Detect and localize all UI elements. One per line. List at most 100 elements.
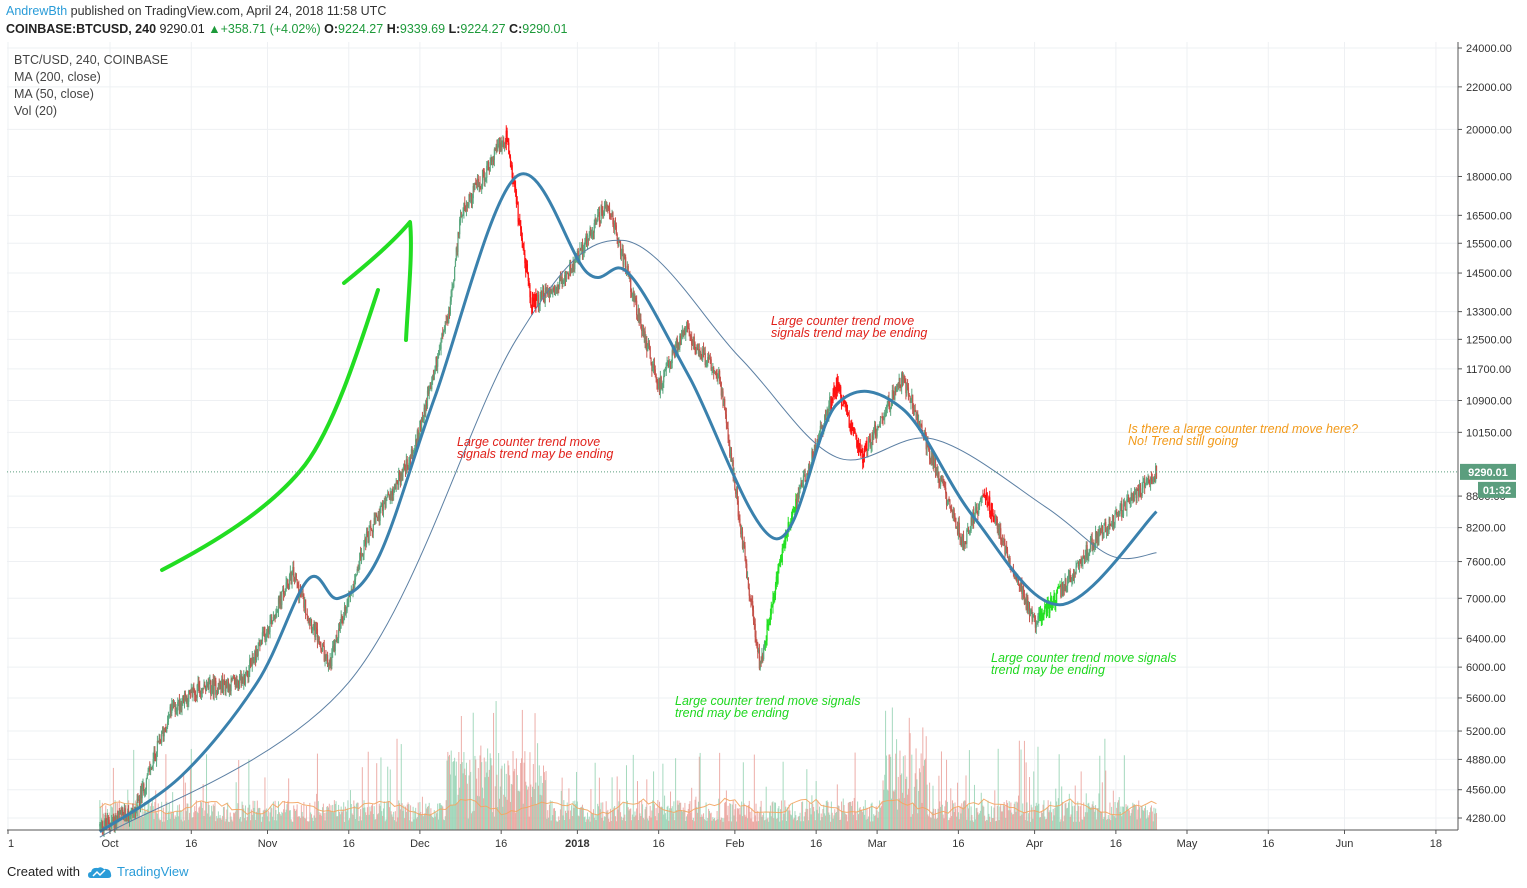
candle-body xyxy=(530,297,532,306)
candle-body xyxy=(313,621,315,625)
legend-ma50[interactable]: MA (50, close) xyxy=(14,87,94,101)
volume-bar xyxy=(358,821,360,830)
volume-bar xyxy=(380,757,382,830)
volume-bar xyxy=(201,807,203,830)
candle-body xyxy=(800,482,802,488)
candle-body xyxy=(1133,492,1136,501)
volume-bar xyxy=(645,806,647,830)
volume-bar xyxy=(1024,819,1026,830)
candle-body xyxy=(105,819,107,824)
candle-body xyxy=(380,505,382,508)
volume-bar xyxy=(381,811,383,830)
volume-bar xyxy=(1114,801,1116,830)
volume-bar xyxy=(304,817,306,830)
volume-bar xyxy=(651,810,653,830)
candle-body xyxy=(215,680,217,695)
volume-bar xyxy=(592,813,594,830)
volume-bar xyxy=(631,820,633,830)
candle-body xyxy=(859,443,861,453)
volume-bar xyxy=(907,788,909,830)
volume-bar xyxy=(324,820,326,830)
candle-body xyxy=(783,541,785,548)
volume-bar xyxy=(923,765,925,830)
candle-body xyxy=(1022,588,1024,594)
author-link[interactable]: AndrewBth xyxy=(6,4,68,18)
candle-body xyxy=(1114,513,1116,525)
candle-body xyxy=(367,532,369,543)
volume-bar xyxy=(600,802,602,830)
volume-bar xyxy=(709,813,711,830)
volume-bar xyxy=(161,821,163,830)
volume-bar xyxy=(642,804,644,830)
volume-bar xyxy=(175,817,177,830)
volume-bar xyxy=(782,761,784,830)
candle-body xyxy=(944,486,946,488)
candle-body xyxy=(342,619,344,622)
volume-bar xyxy=(954,802,956,830)
ma50-line xyxy=(98,172,1158,834)
volume-bar xyxy=(1034,806,1036,830)
volume-bar xyxy=(1037,746,1039,830)
volume-bar xyxy=(154,802,156,830)
candle-body xyxy=(717,374,719,378)
volume-bar xyxy=(918,790,920,830)
candle-body xyxy=(293,566,295,578)
candle-body xyxy=(341,616,343,620)
candle-body xyxy=(995,517,997,523)
volume-bar xyxy=(409,820,411,830)
volume-bar xyxy=(191,817,193,830)
candle-body xyxy=(527,272,529,282)
candle-body xyxy=(746,577,749,579)
candle-body xyxy=(359,552,361,566)
candle-body xyxy=(549,289,551,297)
legend-vol[interactable]: Vol (20) xyxy=(14,104,58,118)
tradingview-cloud-icon[interactable] xyxy=(88,866,112,880)
candle-body xyxy=(762,654,764,660)
candle-body xyxy=(940,477,942,487)
volume-bar xyxy=(690,812,692,830)
volume-bar xyxy=(919,772,921,830)
y-tick-label: 4880.00 xyxy=(1466,754,1506,766)
volume-bar xyxy=(818,813,820,830)
volume-bar xyxy=(1015,811,1017,830)
candle-body xyxy=(871,435,873,446)
candle-body xyxy=(704,352,706,366)
candle-body xyxy=(488,169,490,172)
volume-bar xyxy=(586,819,588,830)
candle-body xyxy=(617,238,619,246)
volume-bar xyxy=(943,818,945,830)
price-chart[interactable]: 4280.004560.004880.005200.005600.006000.… xyxy=(0,42,1527,856)
volume-bar xyxy=(603,820,605,830)
volume-bar xyxy=(912,814,914,830)
volume-bar xyxy=(647,818,649,830)
candle-body xyxy=(559,276,562,281)
volume-bar xyxy=(244,818,246,830)
candle-body xyxy=(376,516,379,519)
volume-bar xyxy=(983,806,985,830)
candle-body xyxy=(579,248,581,258)
candle-body xyxy=(708,356,710,360)
candle-body xyxy=(1073,573,1075,579)
volume-bar xyxy=(1032,818,1034,830)
volume-bar xyxy=(1062,821,1064,830)
volume-bar xyxy=(559,809,561,830)
candle-body xyxy=(835,377,838,394)
candle-body xyxy=(712,367,714,369)
legend-ma200[interactable]: MA (200, close) xyxy=(14,70,101,84)
candle-body xyxy=(200,690,203,694)
candle-body xyxy=(273,614,275,618)
volume-bar xyxy=(934,818,936,830)
tradingview-link[interactable]: TradingView xyxy=(117,864,189,879)
volume-bar xyxy=(936,817,938,830)
candle-body xyxy=(190,688,192,693)
volume-bar xyxy=(284,812,286,830)
candle-body xyxy=(547,290,550,295)
candle-body xyxy=(384,502,386,508)
volume-bar xyxy=(996,805,998,830)
candle-body xyxy=(315,627,317,638)
candle-body xyxy=(833,386,835,393)
candle-body xyxy=(878,426,880,428)
volume-bar xyxy=(552,815,554,830)
legend-symbol[interactable]: BTC/USD, 240, COINBASE xyxy=(14,53,169,67)
volume-bar xyxy=(556,821,558,830)
